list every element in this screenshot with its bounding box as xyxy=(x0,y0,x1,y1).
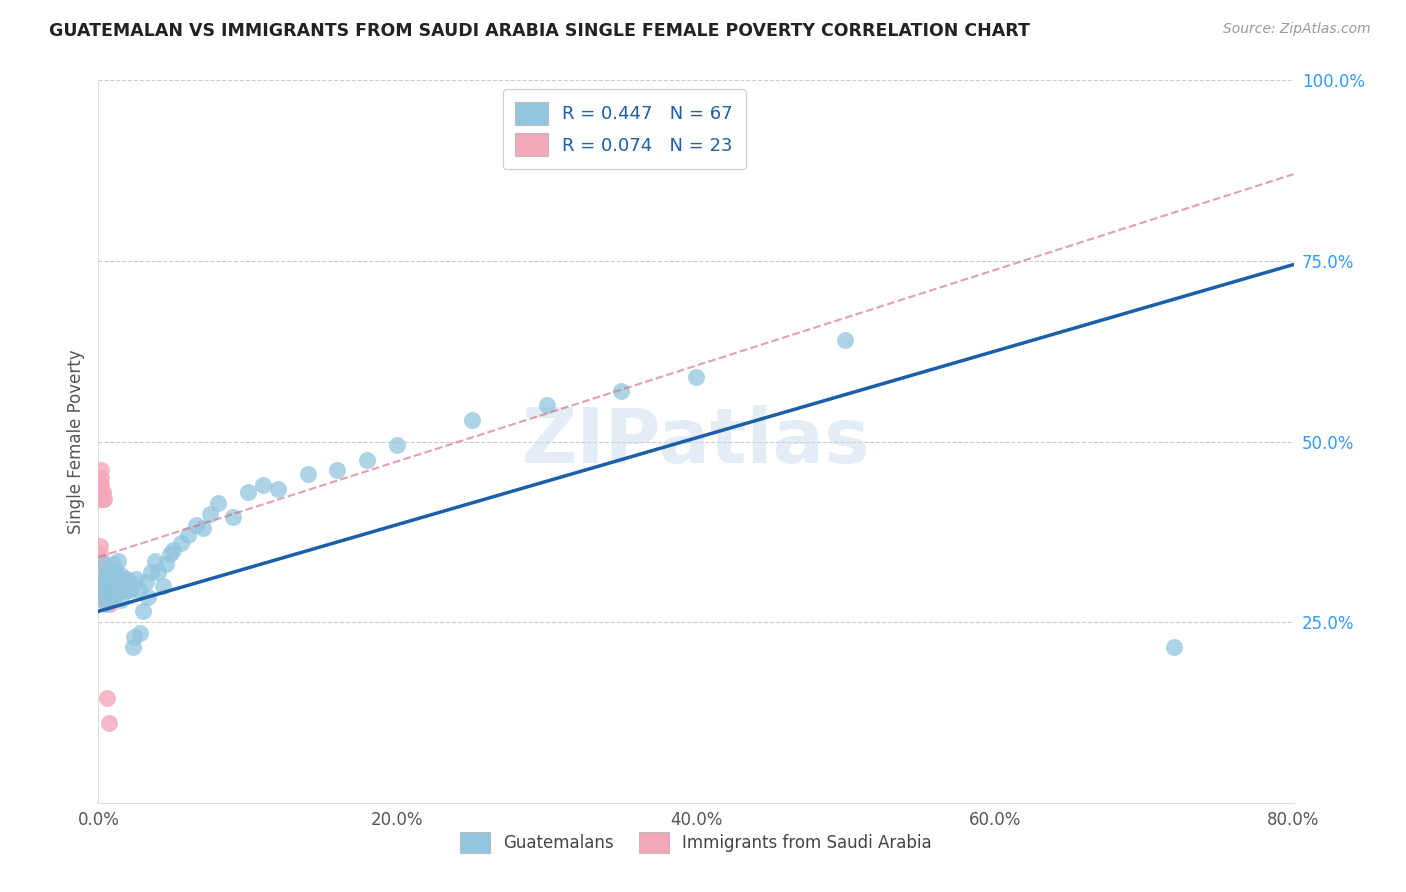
Point xyxy=(91,586,114,600)
Point xyxy=(98,568,122,582)
Point xyxy=(94,597,117,611)
Point xyxy=(90,470,112,484)
Text: ZIPatlas: ZIPatlas xyxy=(522,405,870,478)
Point xyxy=(118,575,141,590)
Point xyxy=(685,369,707,384)
Point xyxy=(117,582,139,597)
Point xyxy=(96,691,118,706)
Point xyxy=(236,485,259,500)
Point xyxy=(90,485,112,500)
Point xyxy=(93,590,115,604)
Point xyxy=(101,575,124,590)
Point xyxy=(89,539,111,553)
Point xyxy=(89,478,111,492)
Point xyxy=(121,640,143,655)
Point xyxy=(834,334,856,348)
Point xyxy=(103,558,125,572)
Point xyxy=(96,579,118,593)
Point xyxy=(96,565,118,579)
Point xyxy=(143,554,166,568)
Point xyxy=(89,565,111,579)
Point xyxy=(114,582,136,597)
Point xyxy=(110,568,132,582)
Point xyxy=(125,572,148,586)
Point xyxy=(155,558,177,572)
Point xyxy=(105,568,128,582)
Point xyxy=(89,547,111,561)
Point xyxy=(191,521,214,535)
Point xyxy=(326,463,349,477)
Point xyxy=(89,485,111,500)
Point xyxy=(124,630,146,644)
Point xyxy=(115,572,138,586)
Point xyxy=(94,575,117,590)
Text: Source: ZipAtlas.com: Source: ZipAtlas.com xyxy=(1223,22,1371,37)
Point xyxy=(184,517,207,532)
Point xyxy=(128,582,150,597)
Legend: Guatemalans, Immigrants from Saudi Arabia: Guatemalans, Immigrants from Saudi Arabi… xyxy=(450,822,942,863)
Point xyxy=(139,565,162,579)
Point xyxy=(93,492,115,507)
Point xyxy=(93,558,115,572)
Point xyxy=(536,398,558,412)
Point xyxy=(89,590,111,604)
Point xyxy=(105,579,128,593)
Point xyxy=(1163,640,1185,655)
Point xyxy=(610,384,633,398)
Point xyxy=(148,565,170,579)
Point xyxy=(101,593,124,607)
Point xyxy=(200,507,222,521)
Point xyxy=(107,586,129,600)
Point xyxy=(103,572,125,586)
Point xyxy=(108,575,131,590)
Point xyxy=(91,485,114,500)
Point xyxy=(136,590,159,604)
Point xyxy=(94,586,117,600)
Point xyxy=(89,554,111,568)
Point xyxy=(98,582,122,597)
Point xyxy=(107,554,129,568)
Point xyxy=(97,572,120,586)
Point xyxy=(89,572,111,586)
Point xyxy=(132,604,155,618)
Point xyxy=(356,452,378,467)
Point xyxy=(91,582,114,597)
Point xyxy=(90,478,112,492)
Point xyxy=(111,582,134,597)
Point xyxy=(152,579,174,593)
Point xyxy=(207,496,229,510)
Point xyxy=(104,565,127,579)
Point xyxy=(177,528,200,542)
Point xyxy=(93,593,115,607)
Point xyxy=(91,572,114,586)
Point xyxy=(90,463,112,477)
Point xyxy=(267,482,290,496)
Point xyxy=(385,438,409,452)
Point xyxy=(89,492,111,507)
Point xyxy=(110,593,132,607)
Text: GUATEMALAN VS IMMIGRANTS FROM SAUDI ARABIA SINGLE FEMALE POVERTY CORRELATION CHA: GUATEMALAN VS IMMIGRANTS FROM SAUDI ARAB… xyxy=(49,22,1031,40)
Point xyxy=(104,582,127,597)
Point xyxy=(97,586,120,600)
Y-axis label: Single Female Poverty: Single Female Poverty xyxy=(66,350,84,533)
Point xyxy=(222,510,245,524)
Point xyxy=(461,413,484,427)
Point xyxy=(252,478,274,492)
Point xyxy=(159,547,181,561)
Point xyxy=(162,542,184,557)
Point xyxy=(91,492,114,507)
Point xyxy=(97,716,120,731)
Point xyxy=(112,575,135,590)
Point xyxy=(297,467,319,481)
Point xyxy=(129,626,152,640)
Point xyxy=(98,597,122,611)
Point xyxy=(135,575,157,590)
Point xyxy=(169,535,191,549)
Point xyxy=(89,579,111,593)
Point xyxy=(120,582,142,597)
